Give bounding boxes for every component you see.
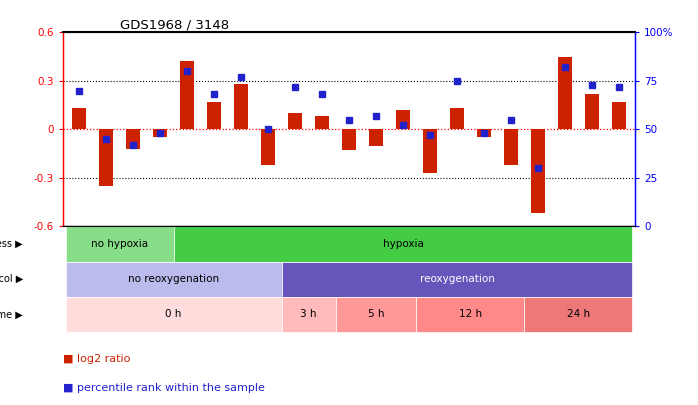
Bar [66, 226, 174, 262]
Bar [524, 297, 632, 332]
Text: time ▶: time ▶ [0, 309, 23, 320]
Text: hypoxia: hypoxia [383, 239, 424, 249]
Bar [396, 110, 410, 129]
Bar [126, 129, 140, 149]
Bar [66, 297, 281, 332]
Bar [281, 297, 336, 332]
Text: 24 h: 24 h [567, 309, 590, 320]
Bar [422, 129, 438, 173]
Bar [558, 57, 572, 129]
Bar [288, 113, 302, 129]
Bar [530, 129, 545, 213]
Bar [450, 109, 464, 129]
Text: ■ percentile rank within the sample: ■ percentile rank within the sample [63, 383, 265, 393]
Bar [98, 129, 114, 186]
Bar [477, 129, 491, 137]
Bar [234, 84, 248, 129]
Text: no hypoxia: no hypoxia [91, 239, 148, 249]
Bar [72, 109, 87, 129]
Bar [281, 262, 632, 297]
Text: GDS1968 / 3148: GDS1968 / 3148 [120, 18, 229, 31]
Bar [336, 297, 417, 332]
Bar [315, 116, 329, 129]
Bar [260, 129, 276, 165]
Text: 0 h: 0 h [165, 309, 181, 320]
Text: protocol ▶: protocol ▶ [0, 274, 23, 284]
Bar [153, 129, 168, 137]
Text: 3 h: 3 h [300, 309, 317, 320]
Bar [584, 94, 600, 129]
Bar [66, 262, 281, 297]
Text: 5 h: 5 h [368, 309, 384, 320]
Bar [369, 129, 383, 145]
Bar [207, 102, 221, 129]
Text: 12 h: 12 h [459, 309, 482, 320]
Bar [611, 102, 626, 129]
Bar [341, 129, 357, 150]
Bar [174, 226, 632, 262]
Bar [179, 62, 195, 129]
Bar [503, 129, 519, 165]
Bar [417, 297, 524, 332]
Text: no reoxygenation: no reoxygenation [128, 274, 219, 284]
Text: stress ▶: stress ▶ [0, 239, 23, 249]
Text: reoxygenation: reoxygenation [419, 274, 494, 284]
Text: ■ log2 ratio: ■ log2 ratio [63, 354, 131, 364]
